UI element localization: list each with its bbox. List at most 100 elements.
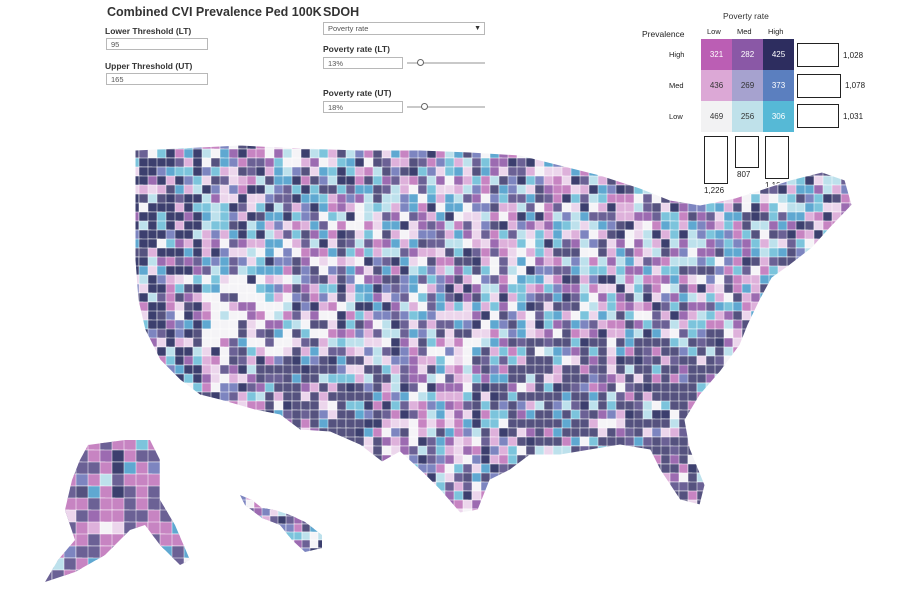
county-shape[interactable] — [570, 490, 585, 502]
county-shape[interactable] — [660, 463, 672, 475]
county-shape[interactable] — [255, 490, 266, 502]
county-shape[interactable] — [277, 523, 287, 533]
county-shape[interactable] — [174, 436, 189, 448]
county-shape[interactable] — [174, 265, 185, 276]
county-shape[interactable] — [354, 292, 365, 303]
county-shape[interactable] — [426, 490, 441, 503]
county-shape[interactable] — [624, 364, 635, 375]
county-shape[interactable] — [183, 463, 197, 474]
county-shape[interactable] — [147, 382, 158, 395]
county-shape[interactable] — [751, 518, 761, 528]
county-shape[interactable] — [498, 481, 513, 492]
county-shape[interactable] — [317, 492, 329, 503]
county-shape[interactable] — [750, 436, 766, 447]
county-shape[interactable] — [624, 140, 636, 150]
county-shape[interactable] — [813, 481, 828, 495]
county-shape[interactable] — [381, 481, 393, 494]
county-shape[interactable] — [714, 373, 725, 384]
county-shape[interactable] — [831, 328, 845, 339]
county-shape[interactable] — [768, 409, 783, 420]
county-shape[interactable] — [777, 364, 790, 377]
county-shape[interactable] — [822, 445, 833, 458]
county-shape[interactable] — [219, 445, 233, 456]
county-shape[interactable] — [643, 518, 652, 528]
county-shape[interactable] — [678, 148, 692, 159]
county-shape[interactable] — [130, 373, 141, 386]
county-shape[interactable] — [723, 481, 738, 492]
county-shape[interactable] — [859, 446, 870, 455]
county-shape[interactable] — [300, 481, 314, 493]
county-shape[interactable] — [192, 463, 208, 476]
county-shape[interactable] — [147, 409, 158, 420]
county-shape[interactable] — [642, 490, 653, 502]
county-shape[interactable] — [561, 274, 572, 286]
county-shape[interactable] — [795, 499, 809, 511]
county-shape[interactable] — [570, 499, 585, 513]
county-shape[interactable] — [317, 515, 328, 525]
county-shape[interactable] — [795, 427, 808, 438]
county-shape[interactable] — [750, 140, 765, 153]
county-shape[interactable] — [840, 481, 852, 495]
county-shape[interactable] — [345, 148, 357, 160]
county-shape[interactable] — [651, 157, 663, 168]
county-shape[interactable] — [651, 490, 665, 503]
county-shape[interactable] — [859, 518, 872, 527]
county-shape[interactable] — [228, 508, 242, 519]
county-shape[interactable] — [732, 157, 747, 171]
county-shape[interactable] — [840, 148, 855, 160]
county-shape[interactable] — [282, 481, 293, 495]
county-shape[interactable] — [678, 184, 691, 197]
county-shape[interactable] — [192, 427, 208, 440]
county-shape[interactable] — [795, 346, 807, 360]
county-shape[interactable] — [813, 409, 828, 420]
county-shape[interactable] — [804, 256, 818, 269]
county-shape[interactable] — [363, 256, 375, 268]
county-shape[interactable] — [615, 193, 626, 204]
county-shape[interactable] — [786, 436, 797, 450]
county-shape[interactable] — [732, 364, 747, 376]
county-shape[interactable] — [543, 499, 556, 510]
county-shape[interactable] — [786, 382, 801, 394]
county-shape[interactable] — [615, 166, 630, 179]
county-shape[interactable] — [309, 481, 323, 495]
county-shape[interactable] — [859, 455, 871, 464]
county-shape[interactable] — [309, 346, 320, 357]
county-shape[interactable] — [192, 436, 203, 447]
county-shape[interactable] — [705, 454, 717, 467]
county-shape[interactable] — [795, 310, 810, 324]
county-shape[interactable] — [399, 175, 410, 186]
county-shape[interactable] — [696, 418, 709, 432]
county-shape[interactable] — [345, 445, 359, 458]
county-shape[interactable] — [570, 310, 581, 321]
county-shape[interactable] — [840, 193, 854, 204]
county-shape[interactable] — [138, 220, 150, 232]
county-shape[interactable] — [859, 302, 871, 311]
county-shape[interactable] — [174, 445, 186, 457]
county-shape[interactable] — [759, 508, 772, 521]
county-shape[interactable] — [715, 518, 728, 527]
county-shape[interactable] — [732, 445, 745, 457]
county-shape[interactable] — [714, 166, 727, 179]
county-shape[interactable] — [859, 401, 868, 412]
county-shape[interactable] — [228, 409, 240, 420]
county-shape[interactable] — [850, 518, 859, 528]
county-shape[interactable] — [345, 301, 356, 313]
county-shape[interactable] — [795, 391, 806, 402]
county-shape[interactable] — [849, 220, 859, 234]
county-shape[interactable] — [462, 193, 474, 204]
county-shape[interactable] — [831, 382, 844, 393]
county-shape[interactable] — [859, 482, 868, 493]
county-shape[interactable] — [651, 166, 664, 180]
county-shape[interactable] — [759, 409, 770, 420]
county-shape[interactable] — [183, 481, 198, 493]
county-shape[interactable] — [171, 497, 185, 512]
county-shape[interactable] — [426, 265, 437, 276]
county-shape[interactable] — [633, 310, 644, 322]
county-shape[interactable] — [534, 283, 545, 294]
county-shape[interactable] — [543, 472, 557, 486]
county-shape[interactable] — [261, 547, 272, 557]
county-shape[interactable] — [51, 438, 67, 453]
county-shape[interactable] — [795, 481, 810, 494]
county-shape[interactable] — [40, 533, 53, 551]
county-shape[interactable] — [336, 499, 349, 511]
